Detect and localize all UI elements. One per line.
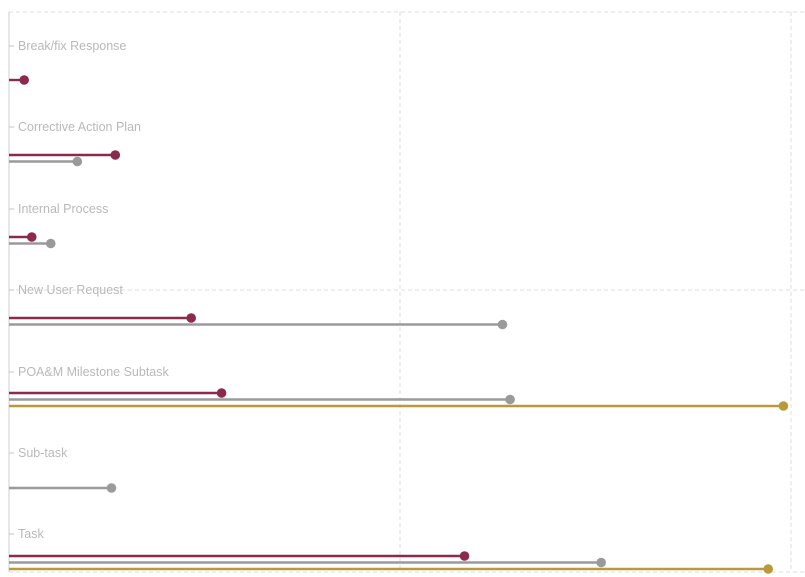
lollipop-point[interactable]	[45, 238, 56, 249]
lollipop-point[interactable]	[19, 75, 29, 85]
lollipop-point[interactable]	[26, 232, 37, 242]
category-label: Task	[18, 527, 44, 541]
lollipop-point[interactable]	[763, 564, 774, 574]
lollipop-point[interactable]	[778, 401, 789, 411]
lollipop-point[interactable]	[110, 150, 121, 160]
category-label: POA&M Milestone Subtask	[18, 365, 170, 379]
lollipop-point[interactable]	[106, 483, 117, 493]
category-label: Sub-task	[18, 446, 68, 460]
lollipop-point[interactable]	[216, 388, 227, 398]
category-label: Internal Process	[18, 202, 108, 216]
lollipop-point[interactable]	[497, 319, 508, 330]
category-label: Corrective Action Plan	[18, 120, 141, 134]
lollipop-point[interactable]	[596, 557, 606, 568]
category-label: Break/fix Response	[18, 39, 126, 53]
lollipop-point[interactable]	[72, 156, 83, 167]
category-labels: Break/fix Response Corrective Action Plan…	[18, 39, 170, 541]
axes	[8, 12, 14, 572]
category-label: New User Request	[18, 283, 123, 297]
series-marks	[9, 75, 789, 574]
gridlines	[9, 11, 805, 573]
lollipop-point[interactable]	[186, 313, 197, 323]
lollipop-point[interactable]	[505, 394, 515, 405]
lollipop-point[interactable]	[459, 551, 470, 561]
